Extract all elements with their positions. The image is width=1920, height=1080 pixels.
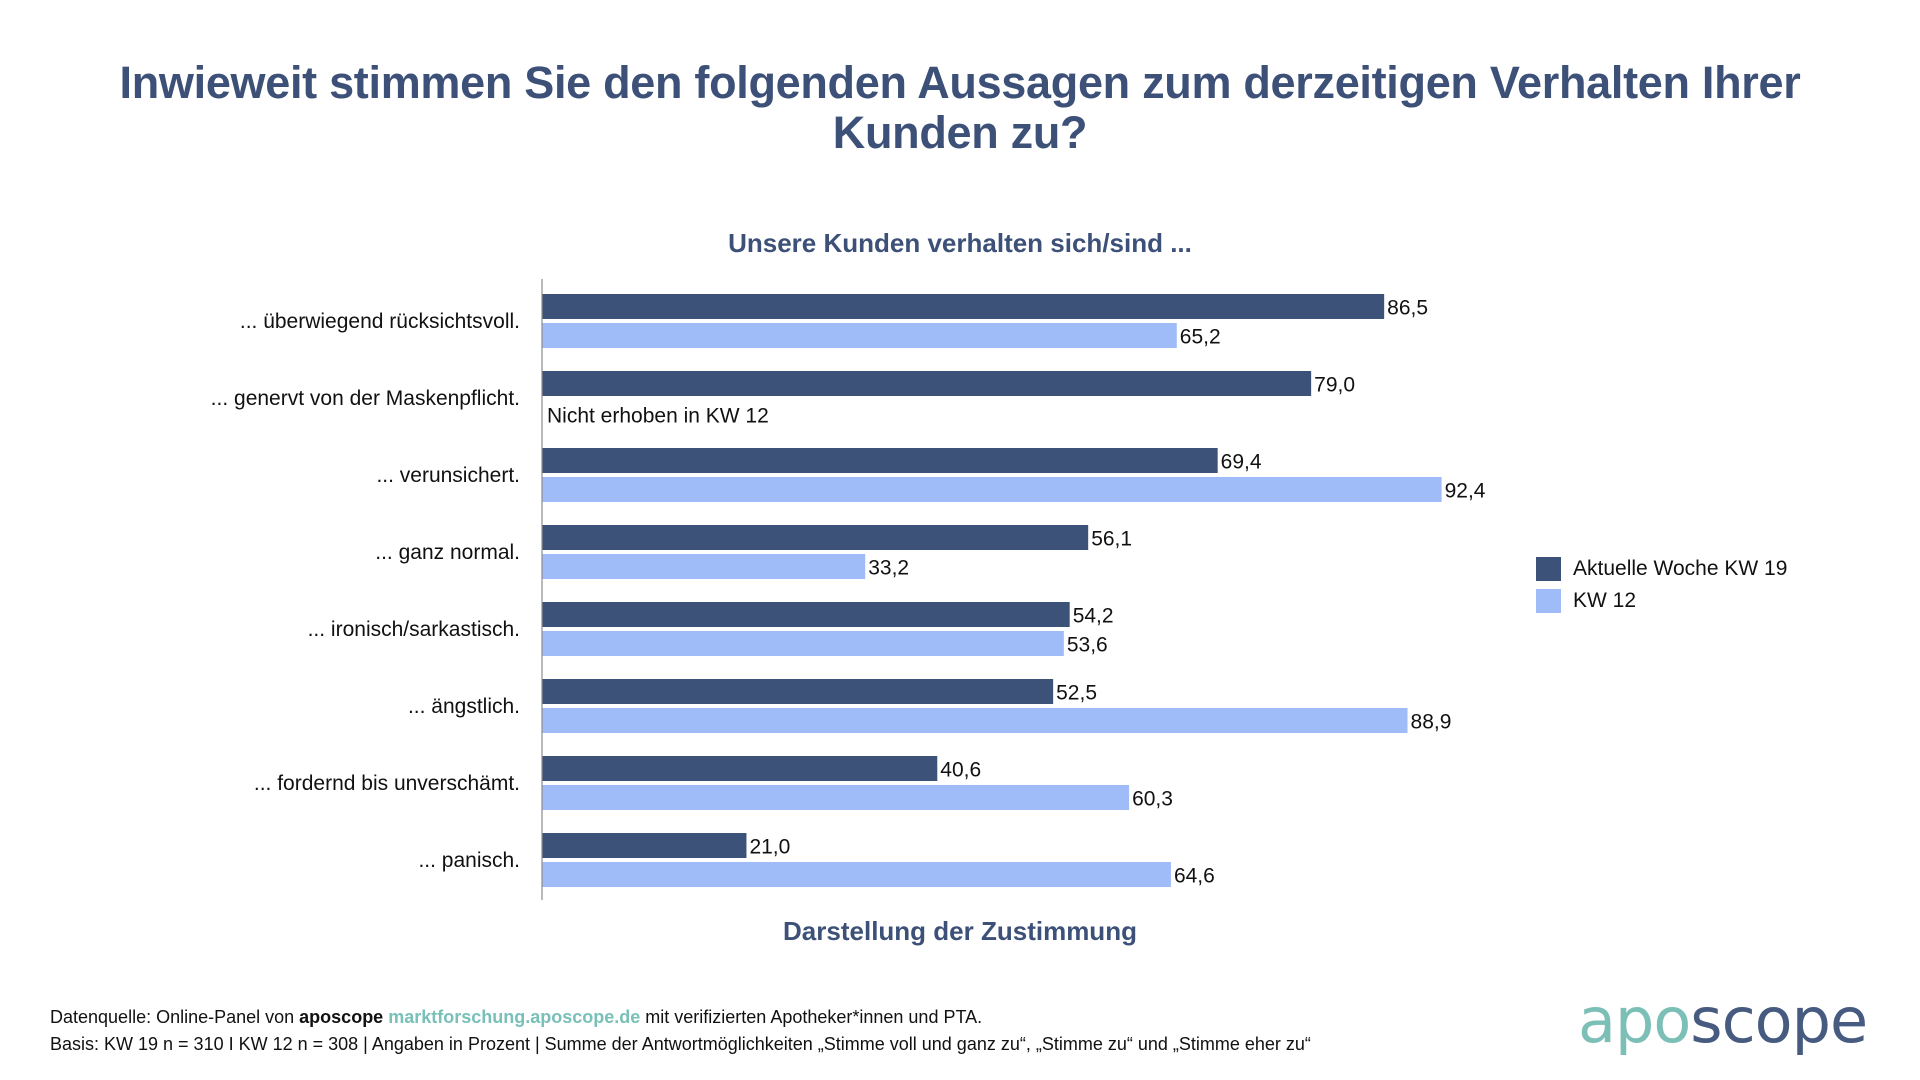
bar-kw12 bbox=[542, 862, 1171, 887]
data-label-kw12: 88,9 bbox=[1411, 711, 1452, 734]
data-label-kw19: 56,1 bbox=[1091, 528, 1132, 551]
bar-kw19 bbox=[542, 371, 1312, 396]
data-label-kw12: 65,2 bbox=[1180, 326, 1221, 349]
footer-link[interactable]: marktforschung.aposcope.de bbox=[388, 1007, 641, 1027]
data-label-kw19: 86,5 bbox=[1387, 297, 1428, 320]
data-label-kw12: 53,6 bbox=[1067, 634, 1108, 657]
data-label-kw19: 69,4 bbox=[1221, 451, 1262, 474]
category-label: ... verunsichert. bbox=[376, 464, 520, 487]
category-label: ... panisch. bbox=[418, 849, 520, 872]
data-label-kw19: 52,5 bbox=[1056, 682, 1097, 705]
legend-swatch-kw19 bbox=[1536, 557, 1561, 581]
footer-source-prefix: Datenquelle: Online-Panel von bbox=[50, 1007, 300, 1027]
bar-kw12 bbox=[542, 477, 1442, 502]
data-label-kw19: 54,2 bbox=[1073, 605, 1114, 628]
footer-source: Datenquelle: Online-Panel von aposcope m… bbox=[50, 1004, 1311, 1031]
category-label: ... fordernd bis unverschämt. bbox=[254, 772, 520, 795]
data-label-kw12: 33,2 bbox=[868, 557, 909, 580]
title-line-1: Inwieweit stimmen Sie den folgenden Auss… bbox=[119, 57, 1801, 108]
category-label: ... ironisch/sarkastisch. bbox=[308, 618, 520, 641]
bar-kw19 bbox=[542, 756, 938, 781]
category-label: ... genervt von der Maskenpflicht. bbox=[211, 387, 520, 410]
footer-source-suffix: mit verifizierten Apotheker*innen und PT… bbox=[640, 1007, 983, 1027]
data-label-kw12: 60,3 bbox=[1132, 788, 1173, 811]
bar-kw12 bbox=[542, 631, 1064, 656]
page-title: Inwieweit stimmen Sie den folgenden Auss… bbox=[0, 58, 1920, 158]
footer-basis: Basis: KW 19 n = 310 I KW 12 n = 308 | A… bbox=[50, 1034, 1311, 1054]
legend-label-kw12: KW 12 bbox=[1573, 589, 1637, 612]
category-label: ... ängstlich. bbox=[408, 695, 520, 718]
data-label-kw12: 92,4 bbox=[1445, 480, 1486, 503]
legend-item-kw12: KW 12 bbox=[1536, 585, 1787, 617]
not-collected-annotation: Nicht erhoben in KW 12 bbox=[547, 405, 769, 428]
data-label-kw19: 21,0 bbox=[749, 836, 790, 859]
bar-kw12 bbox=[542, 554, 866, 579]
logo-part-scope: scope bbox=[1690, 984, 1868, 1057]
aposcope-logo: aposcope bbox=[1578, 984, 1868, 1057]
bar-kw12 bbox=[542, 323, 1177, 348]
data-label-kw12: 64,6 bbox=[1174, 865, 1215, 888]
bar-kw19 bbox=[542, 602, 1070, 627]
bar-kw19 bbox=[542, 679, 1054, 704]
legend-item-kw19: Aktuelle Woche KW 19 bbox=[1536, 553, 1787, 585]
category-label: ... überwiegend rücksichtsvoll. bbox=[240, 310, 520, 333]
data-label-kw19: 40,6 bbox=[940, 759, 981, 782]
legend-swatch-kw12 bbox=[1536, 589, 1561, 613]
bar-kw12 bbox=[542, 708, 1408, 733]
footer-brand: aposcope bbox=[299, 1007, 384, 1027]
title-line-2: Kunden zu? bbox=[832, 107, 1088, 158]
bar-kw12 bbox=[542, 785, 1130, 810]
legend: Aktuelle Woche KW 19 KW 12 bbox=[1536, 553, 1787, 617]
logo-part-apo: apo bbox=[1578, 984, 1691, 1057]
bar-kw19 bbox=[542, 294, 1385, 319]
legend-label-kw19: Aktuelle Woche KW 19 bbox=[1573, 557, 1788, 580]
bar-kw19 bbox=[542, 833, 747, 858]
bar-kw19 bbox=[542, 448, 1218, 473]
bar-kw19 bbox=[542, 525, 1089, 550]
category-label: ... ganz normal. bbox=[375, 541, 520, 564]
x-axis-title: Darstellung der Zustimmung bbox=[783, 916, 1137, 946]
data-label-kw19: 79,0 bbox=[1314, 374, 1355, 397]
chart-subtitle: Unsere Kunden verhalten sich/sind ... bbox=[728, 228, 1192, 258]
footer: Datenquelle: Online-Panel von aposcope m… bbox=[50, 1004, 1311, 1058]
